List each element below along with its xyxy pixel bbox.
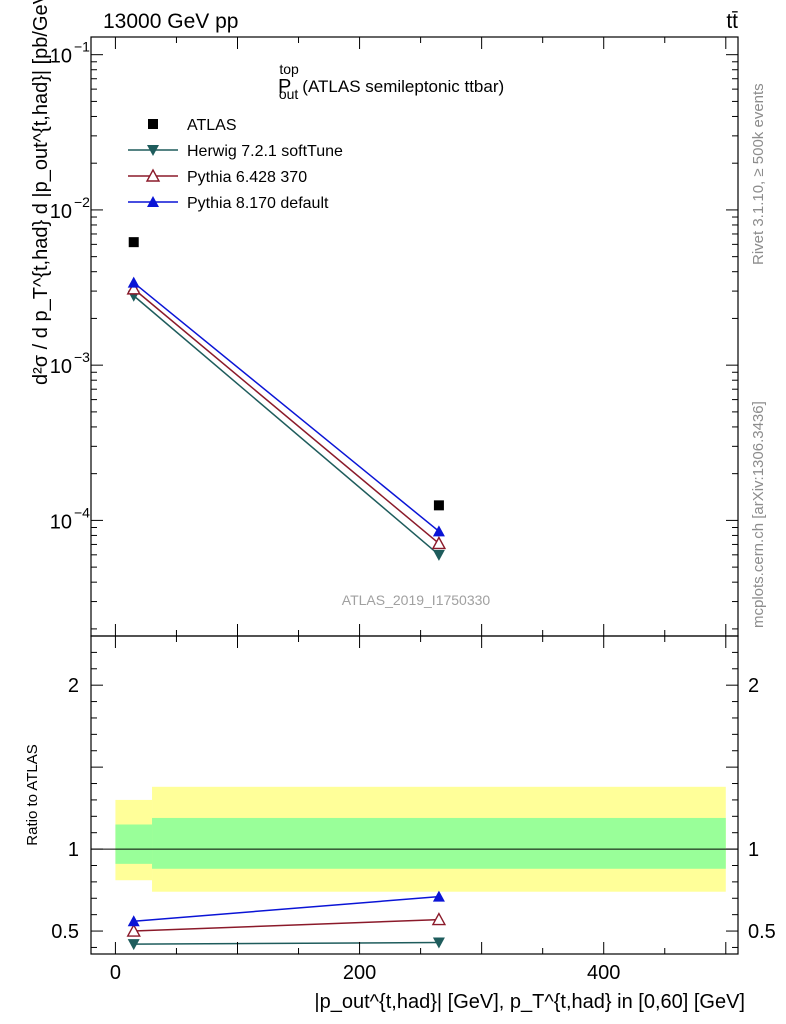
ratio-x-ticks: 0 200 400 bbox=[110, 636, 727, 984]
ratio-x-tick-label: 0 bbox=[110, 962, 121, 984]
ratio-x-tick-label: 200 bbox=[343, 962, 376, 984]
main-ylabel-text: d²σ / d p_T^{t,had} d |p_out^{t,had}| [p… bbox=[30, 0, 52, 385]
legend-marker bbox=[148, 119, 158, 129]
ratio-series-herwig-7-2-1-softtune bbox=[127, 937, 445, 951]
main-y-tick-label: 10 bbox=[50, 511, 72, 533]
data-point bbox=[126, 281, 141, 295]
legend-marker bbox=[147, 145, 159, 156]
legend-label: Pythia 8.170 default bbox=[187, 195, 329, 212]
ratio-point bbox=[127, 939, 140, 951]
legend-entry: ATLAS bbox=[148, 117, 237, 134]
ratio-y-tick-label-right: 2 bbox=[748, 675, 759, 697]
main-y-tick-label: 10 bbox=[50, 201, 72, 223]
ratio-y-ticks: 0.5 0.5 1 1 2 2 bbox=[51, 651, 776, 948]
series-pythia-6-428-370 bbox=[126, 281, 447, 550]
main-title: Ptop out (ATLAS semileptonic ttbar) bbox=[278, 61, 504, 102]
main-ylabel: d²σ / d p_T^{t,had} d |p_out^{t,had}| [p… bbox=[30, 0, 52, 385]
ratio-line bbox=[133, 941, 439, 945]
main-y-tick-exp: −3 bbox=[74, 349, 90, 365]
main-title-sub: out bbox=[279, 86, 299, 102]
legend-entry: Herwig 7.2.1 softTune bbox=[128, 143, 343, 160]
main-series bbox=[126, 237, 447, 561]
data-point bbox=[432, 549, 445, 561]
main-x-ticks bbox=[114, 37, 727, 636]
ratio-point bbox=[127, 915, 140, 927]
series-line bbox=[133, 288, 440, 545]
main-y-tick-exp: −2 bbox=[74, 194, 90, 210]
ratio-panel: 0 200 400 0.5 0.5 1 1 2 2 Ratio to ATLAS |p_out… bbox=[24, 635, 776, 1013]
main-y-tick-base: 10 bbox=[50, 511, 72, 533]
series-pythia-8-170-default bbox=[127, 276, 445, 537]
ratio-ylabel: Ratio to ATLAS bbox=[24, 744, 41, 845]
legend-label: ATLAS bbox=[187, 117, 237, 134]
main-title-sup: top bbox=[279, 61, 299, 77]
mcplots-label: mcplots.cern.ch [arXiv:1306.3436] bbox=[750, 401, 767, 628]
rivet-label: Rivet 3.1.10, ≥ 500k events bbox=[750, 83, 767, 265]
uncertainty-band-inner bbox=[115, 824, 153, 864]
main-y-tick-label: 10 bbox=[50, 46, 72, 68]
data-point bbox=[433, 500, 444, 511]
ratio-series bbox=[126, 890, 447, 951]
series-herwig-7-2-1-softtune bbox=[127, 290, 445, 561]
main-y-tick-label: 10 bbox=[50, 356, 72, 378]
main-panel: 10−110−210−310−4 Ptop out (ATLAS semilepto… bbox=[30, 0, 739, 637]
ratio-y-tick-label-right: 1 bbox=[748, 839, 759, 861]
main-y-tick-exp: −4 bbox=[74, 504, 90, 520]
ratio-xlabel: |p_out^{t,had}| [GeV], p_T^{t,had} in [0… bbox=[314, 991, 745, 1013]
ratio-point bbox=[126, 923, 141, 937]
ratio-x-tick-label: 400 bbox=[587, 962, 620, 984]
legend-entry: Pythia 6.428 370 bbox=[128, 168, 307, 186]
ratio-series-pythia-6-428-370 bbox=[126, 912, 447, 937]
ratio-frame bbox=[90, 635, 739, 955]
series-line bbox=[133, 282, 440, 532]
energy-label: 13000 GeV pp bbox=[103, 10, 238, 33]
ratio-line bbox=[133, 895, 439, 922]
ratio-point bbox=[432, 937, 445, 949]
main-title-p: P bbox=[278, 76, 291, 98]
main-y-tick-base: 10 bbox=[50, 201, 72, 223]
series-line bbox=[133, 295, 440, 556]
legend-marker bbox=[145, 168, 161, 182]
legend-entry: Pythia 8.170 default bbox=[128, 195, 329, 212]
data-point bbox=[431, 536, 447, 550]
ratio-y-tick-label: 1 bbox=[68, 839, 79, 861]
main-title-suffix: (ATLAS semileptonic ttbar) bbox=[302, 77, 504, 96]
ratio-y-tick-label-right: 0.5 bbox=[748, 921, 776, 943]
series-atlas bbox=[128, 237, 444, 511]
data-point bbox=[432, 525, 445, 537]
ratio-y-tick-label: 0.5 bbox=[51, 921, 79, 943]
legend: ATLAS Herwig 7.2.1 softTune Pythia 6.428 3… bbox=[128, 117, 343, 212]
main-y-tick-exp: −1 bbox=[74, 39, 90, 55]
legend-label: Herwig 7.2.1 softTune bbox=[187, 143, 343, 160]
ratio-bands bbox=[115, 786, 726, 892]
main-y-ticks: 10−110−210−310−4 bbox=[50, 39, 738, 630]
data-point bbox=[128, 237, 139, 248]
legend-marker bbox=[147, 196, 159, 207]
process-label: tt̄ bbox=[726, 10, 738, 33]
ratio-series-pythia-8-170-default bbox=[127, 890, 445, 927]
main-y-tick-base: 10 bbox=[50, 356, 72, 378]
legend-label: Pythia 6.428 370 bbox=[187, 169, 307, 186]
analysis-id: ATLAS_2019_I1750330 bbox=[342, 592, 491, 608]
uncertainty-band-inner bbox=[152, 817, 726, 869]
data-point bbox=[127, 276, 140, 288]
ratio-point bbox=[431, 912, 447, 926]
ratio-y-tick-label: 2 bbox=[68, 675, 79, 697]
ratio-point bbox=[432, 890, 445, 902]
main-y-tick-base: 10 bbox=[50, 46, 72, 68]
ratio-line bbox=[133, 918, 439, 932]
